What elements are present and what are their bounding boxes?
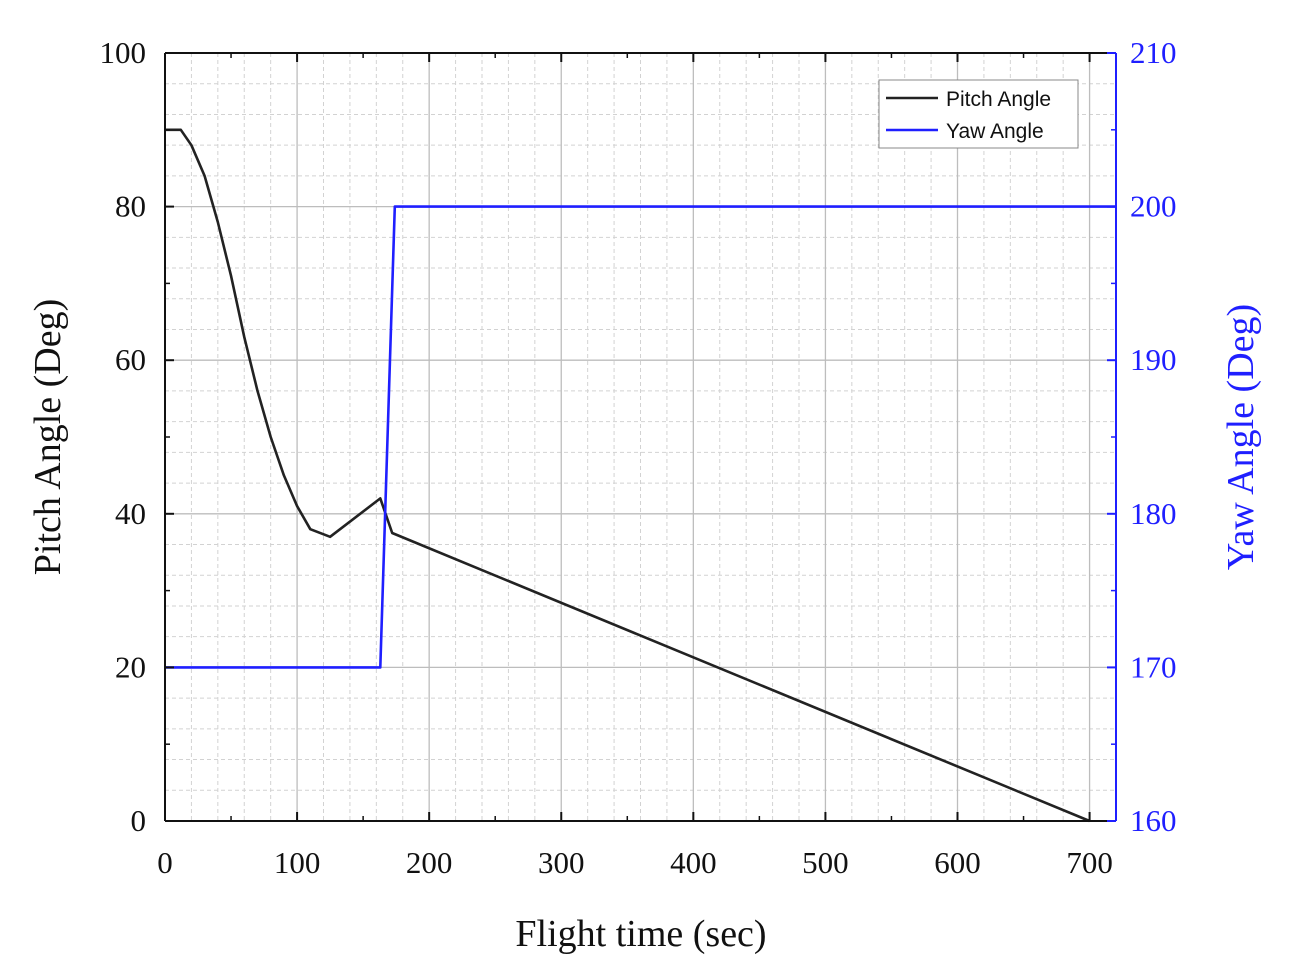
y-tick-label: 40 bbox=[115, 496, 146, 531]
y-tick-label: 20 bbox=[115, 649, 146, 684]
y-axis-title: Pitch Angle (Deg) bbox=[27, 299, 69, 576]
y2-tick-label: 160 bbox=[1130, 803, 1177, 838]
x-tick-label: 700 bbox=[1066, 845, 1113, 880]
x-tick-label: 100 bbox=[274, 845, 321, 880]
series-layer bbox=[165, 128, 1116, 823]
x-tick-label: 0 bbox=[157, 845, 173, 880]
series-line-pitch-angle bbox=[165, 128, 1091, 823]
y-tick-label: 60 bbox=[115, 342, 146, 377]
series-line-yaw-angle bbox=[165, 205, 1116, 669]
x-axis-title: Flight time (sec) bbox=[515, 913, 766, 955]
y2-tick-label: 200 bbox=[1130, 189, 1177, 224]
y-tick-label: 0 bbox=[131, 803, 147, 838]
legend-box bbox=[878, 79, 1079, 149]
y2-tick-label: 170 bbox=[1130, 649, 1177, 684]
y2-tick-label: 190 bbox=[1130, 342, 1177, 377]
ticks-layer: 0 100 200 300 400 500 600 700 0 20 40 60 80 100 160 170… bbox=[100, 35, 1177, 880]
minor-grid bbox=[165, 53, 1117, 821]
y2-axis-title: Yaw Angle (Deg) bbox=[1220, 304, 1262, 570]
legend: Pitch Angle Yaw Angle bbox=[878, 79, 1079, 149]
legend-label-yaw: Yaw Angle bbox=[946, 120, 1044, 143]
y2-tick-label: 180 bbox=[1130, 496, 1177, 531]
y-tick-label: 100 bbox=[100, 35, 147, 70]
y2-tick-label: 210 bbox=[1130, 35, 1177, 70]
legend-label-pitch: Pitch Angle bbox=[946, 88, 1051, 111]
x-tick-label: 300 bbox=[538, 845, 585, 880]
x-tick-label: 200 bbox=[406, 845, 453, 880]
y-tick-label: 80 bbox=[115, 189, 146, 224]
x-tick-label: 400 bbox=[670, 845, 717, 880]
x-tick-label: 600 bbox=[934, 845, 981, 880]
x-tick-label: 500 bbox=[802, 845, 849, 880]
